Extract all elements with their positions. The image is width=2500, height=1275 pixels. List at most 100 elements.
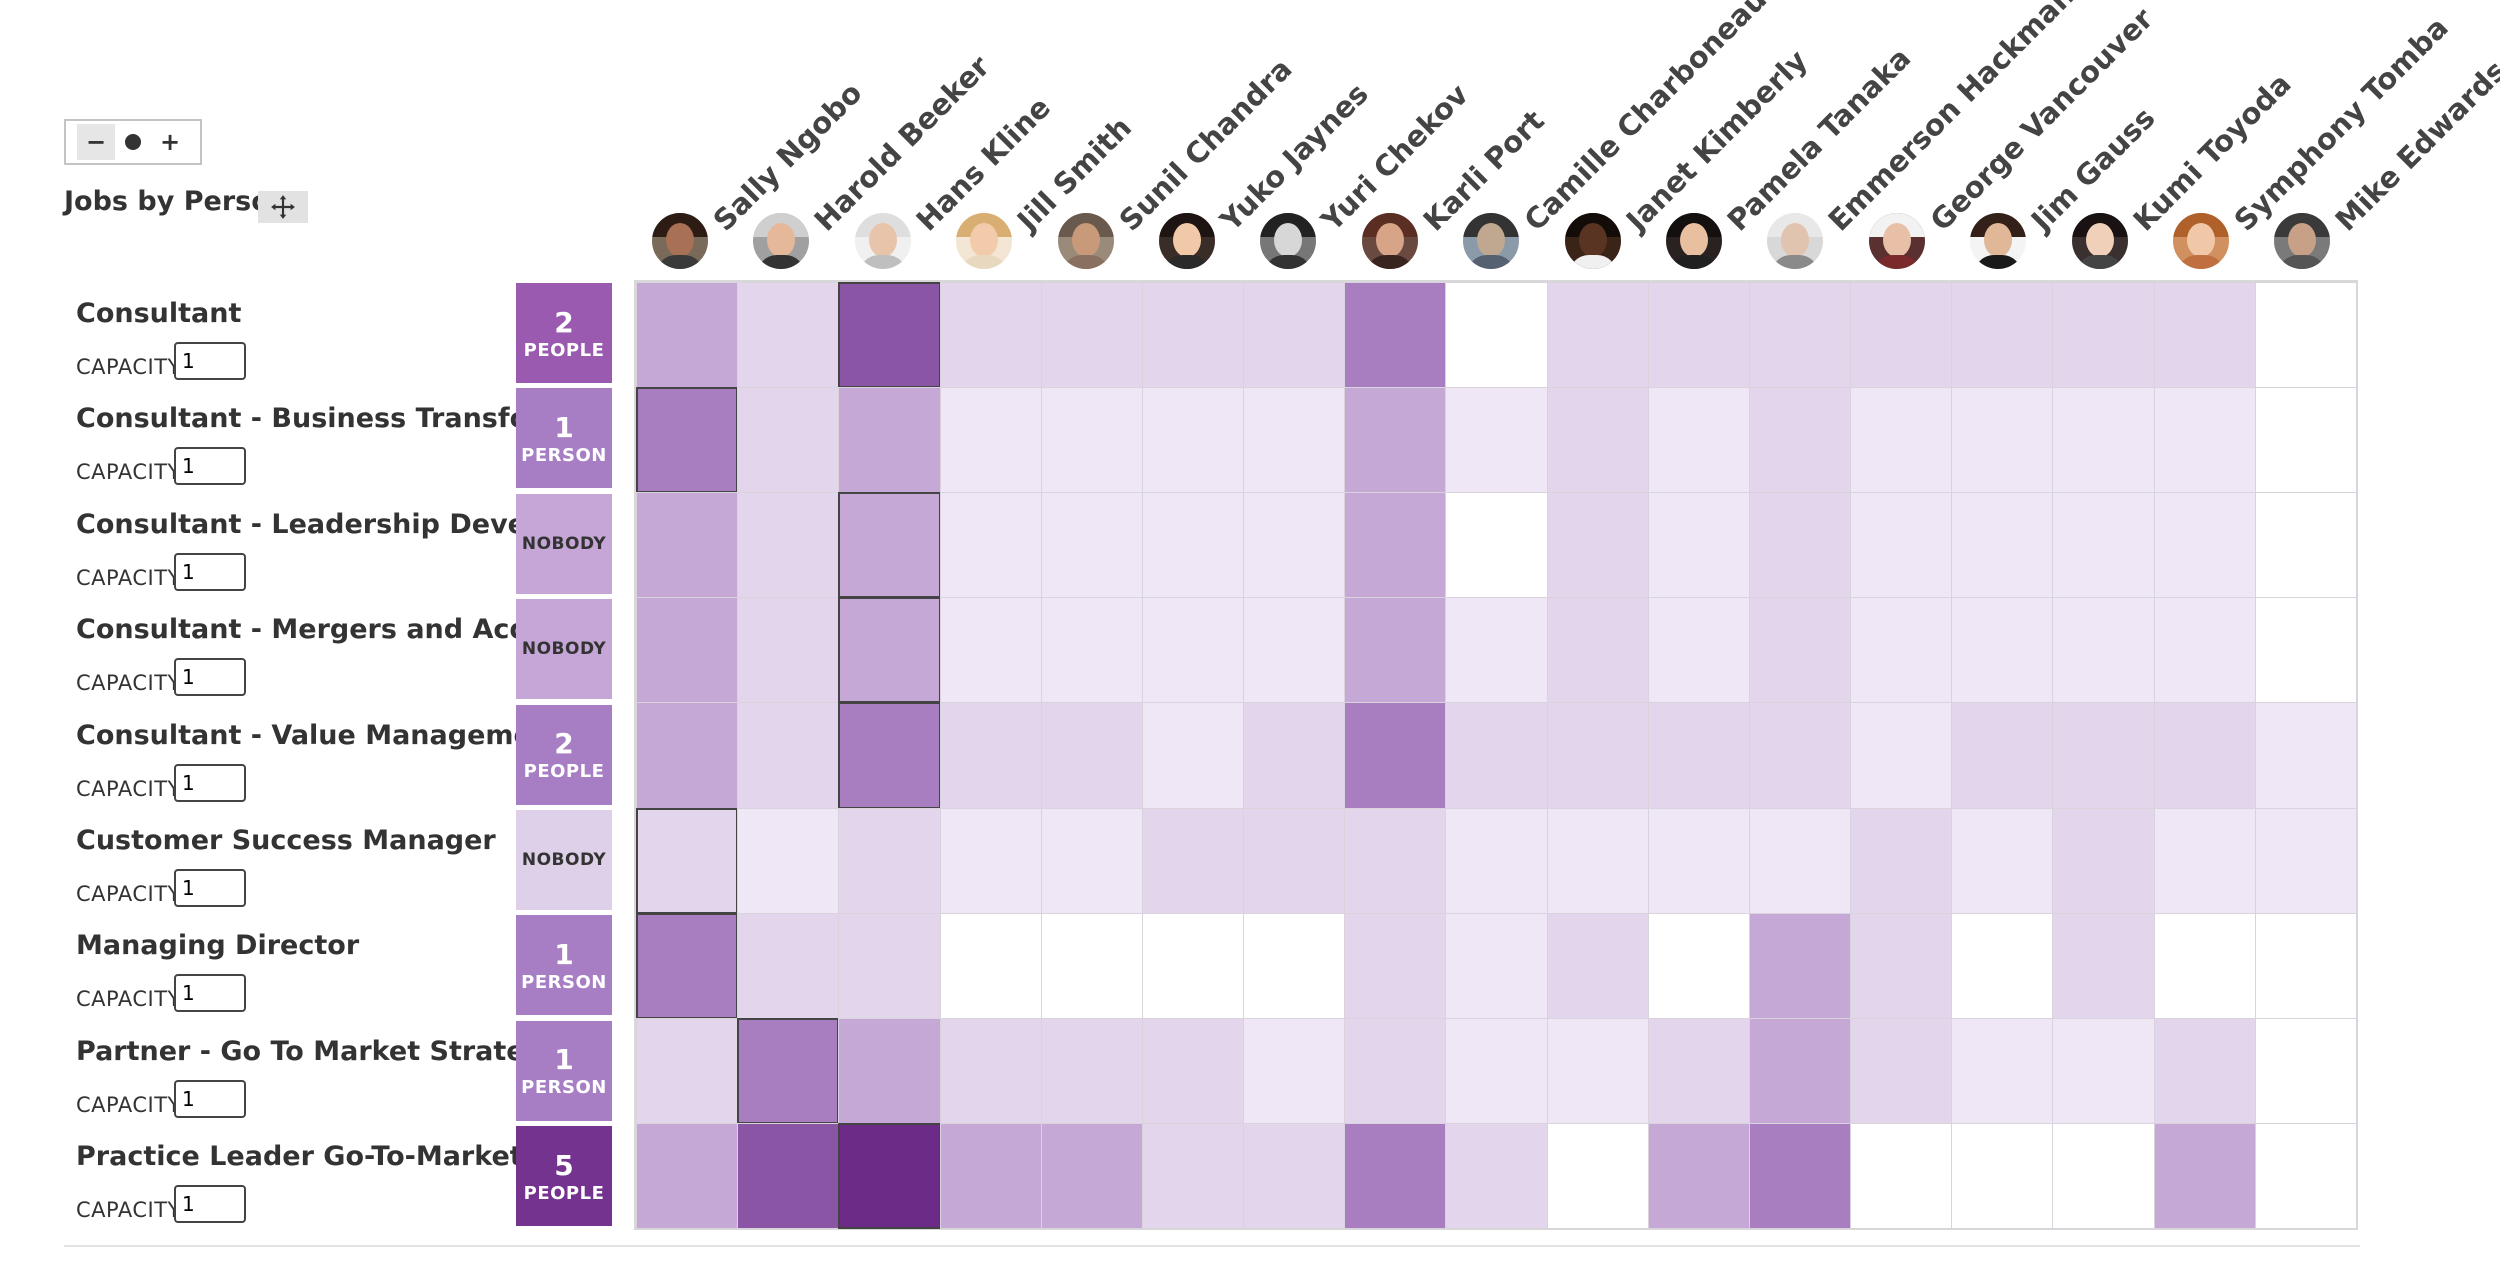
grid-cell[interactable] (2153, 282, 2256, 389)
grid-cell[interactable] (1748, 1122, 1852, 1229)
grid-cell[interactable] (2254, 1017, 2357, 1124)
avatar[interactable] (1361, 213, 1418, 269)
grid-cell[interactable] (1647, 1122, 1750, 1229)
capacity-input[interactable] (174, 974, 246, 1013)
grid-cell[interactable] (1445, 282, 1548, 389)
grid-cell[interactable] (1546, 1017, 1649, 1124)
grid-cell[interactable] (2052, 387, 2155, 494)
grid-cell[interactable] (1040, 807, 1143, 914)
grid-cell[interactable] (1141, 1122, 1245, 1229)
grid-cell[interactable] (1748, 282, 1852, 389)
grid-cell[interactable] (1344, 807, 1447, 914)
grid-cell[interactable] (1243, 282, 1346, 389)
capacity-input[interactable] (174, 1185, 246, 1224)
grid-cell[interactable] (2254, 1122, 2357, 1229)
grid-cell[interactable] (636, 492, 739, 599)
grid-cell[interactable] (1040, 387, 1143, 494)
capacity-input[interactable] (174, 763, 246, 802)
avatar[interactable] (1564, 213, 1621, 269)
grid-cell[interactable] (2254, 387, 2357, 494)
grid-cell[interactable] (1546, 912, 1649, 1019)
grid-cell[interactable] (1748, 1017, 1852, 1124)
grid-cell[interactable] (1647, 282, 1750, 389)
grid-cell[interactable] (737, 282, 840, 389)
grid-cell[interactable] (838, 912, 941, 1019)
grid-cell[interactable] (1344, 912, 1447, 1019)
grid-cell[interactable] (1040, 912, 1143, 1019)
grid-cell[interactable] (1647, 597, 1750, 704)
grid-cell[interactable] (2052, 1017, 2155, 1124)
grid-cell[interactable] (1243, 1017, 1346, 1124)
grid-cell[interactable] (1040, 282, 1143, 389)
grid-cell[interactable] (1647, 807, 1750, 914)
grid-cell[interactable] (1344, 282, 1447, 389)
grid-cell[interactable] (737, 597, 840, 704)
grid-cell[interactable] (1344, 387, 1447, 494)
grid-cell[interactable] (2052, 282, 2155, 389)
grid-cell[interactable] (1040, 1122, 1143, 1229)
avatar[interactable] (753, 213, 810, 269)
capacity-input[interactable] (174, 552, 246, 591)
grid-cell[interactable] (1647, 702, 1750, 809)
grid-cell[interactable] (1243, 807, 1346, 914)
grid-cell[interactable] (737, 492, 840, 599)
grid-cell[interactable] (1546, 492, 1649, 599)
grid-cell[interactable] (838, 597, 941, 704)
avatar[interactable] (956, 213, 1013, 269)
grid-cell[interactable] (1748, 597, 1852, 704)
grid-cell[interactable] (939, 1017, 1042, 1124)
grid-cell[interactable] (2052, 492, 2155, 599)
grid-cell[interactable] (737, 702, 840, 809)
grid-cell[interactable] (1748, 807, 1852, 914)
grid-cell[interactable] (2153, 387, 2256, 494)
grid-cell[interactable] (1243, 597, 1346, 704)
grid-cell[interactable] (2153, 492, 2256, 599)
grid-cell[interactable] (2254, 807, 2357, 914)
grid-cell[interactable] (1141, 597, 1245, 704)
grid-cell[interactable] (2153, 597, 2256, 704)
grid-cell[interactable] (737, 912, 840, 1019)
grid-cell[interactable] (838, 702, 941, 809)
avatar[interactable] (1868, 213, 1925, 269)
grid-cell[interactable] (1243, 912, 1346, 1019)
grid-cell[interactable] (1546, 807, 1649, 914)
grid-cell[interactable] (1748, 702, 1852, 809)
grid-cell[interactable] (737, 1017, 840, 1124)
grid-cell[interactable] (1040, 597, 1143, 704)
grid-cell[interactable] (1141, 492, 1245, 599)
grid-cell[interactable] (1040, 492, 1143, 599)
grid-cell[interactable] (838, 807, 941, 914)
grid-cell[interactable] (1546, 1122, 1649, 1229)
grid-cell[interactable] (1243, 1122, 1346, 1229)
grid-cell[interactable] (1951, 387, 2054, 494)
avatar[interactable] (1767, 213, 1824, 269)
grid-cell[interactable] (1951, 597, 2054, 704)
grid-cell[interactable] (1850, 282, 1953, 389)
grid-cell[interactable] (1546, 387, 1649, 494)
grid-cell[interactable] (1445, 492, 1548, 599)
grid-cell[interactable] (2153, 702, 2256, 809)
grid-cell[interactable] (838, 492, 941, 599)
grid-cell[interactable] (1850, 492, 1953, 599)
grid-cell[interactable] (2153, 1122, 2256, 1229)
grid-cell[interactable] (1850, 912, 1953, 1019)
avatar[interactable] (1666, 213, 1722, 269)
grid-cell[interactable] (2254, 702, 2357, 809)
grid-cell[interactable] (636, 912, 739, 1019)
grid-cell[interactable] (1445, 387, 1548, 494)
zoom-out-button[interactable]: − (77, 124, 115, 160)
grid-cell[interactable] (1850, 807, 1953, 914)
grid-cell[interactable] (1647, 1017, 1750, 1124)
avatar[interactable] (2274, 213, 2331, 269)
grid-cell[interactable] (939, 912, 1042, 1019)
grid-cell[interactable] (636, 1122, 739, 1229)
avatar[interactable] (2173, 213, 2229, 269)
grid-cell[interactable] (2052, 1122, 2155, 1229)
grid-cell[interactable] (1141, 807, 1245, 914)
grid-cell[interactable] (1445, 597, 1548, 704)
grid-cell[interactable] (939, 597, 1042, 704)
grid-cell[interactable] (838, 1122, 941, 1229)
grid-cell[interactable] (1344, 702, 1447, 809)
grid-cell[interactable] (1850, 702, 1953, 809)
grid-cell[interactable] (1951, 807, 2054, 914)
